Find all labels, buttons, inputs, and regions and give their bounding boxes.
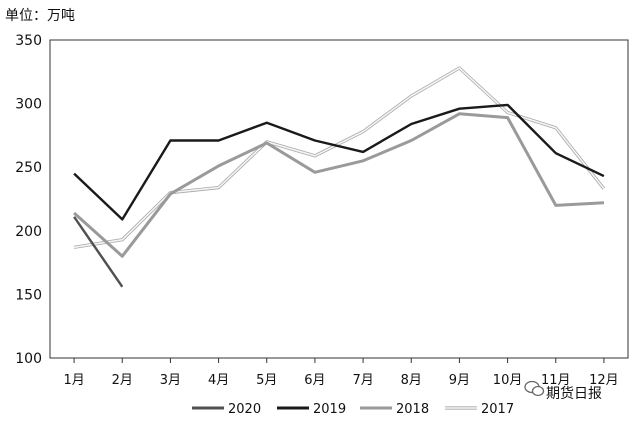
x-tick-label: 1月 bbox=[63, 373, 84, 388]
legend-label: 2017 bbox=[481, 402, 514, 417]
series-lines bbox=[73, 66, 606, 288]
x-tick-label: 8月 bbox=[401, 373, 422, 388]
y-tick-label: 200 bbox=[15, 224, 42, 240]
y-tick-label: 350 bbox=[15, 33, 42, 49]
x-tick-label: 5月 bbox=[256, 373, 277, 388]
series-2019-line bbox=[73, 103, 605, 221]
x-tick-label: 6月 bbox=[304, 373, 325, 388]
watermark: 期货日报 bbox=[524, 380, 602, 402]
x-tick-label: 4月 bbox=[208, 373, 229, 388]
y-tick-label: 300 bbox=[15, 97, 42, 113]
x-tick-label: 9月 bbox=[449, 373, 470, 388]
plot-area bbox=[49, 39, 629, 359]
x-tick-label: 11月 bbox=[541, 373, 571, 388]
x-tick-label: 2月 bbox=[112, 373, 133, 388]
series-2018-line bbox=[73, 112, 604, 258]
x-tick-label: 3月 bbox=[160, 373, 181, 388]
series-2017-line bbox=[73, 67, 605, 249]
legend-label: 2018 bbox=[396, 402, 429, 417]
watermark-text: 期货日报 bbox=[546, 385, 602, 402]
series-2017-line-outline bbox=[73, 66, 606, 249]
x-tick-label: 12月 bbox=[589, 373, 619, 388]
y-axis-ticks: 100 150 200 250 300 350 bbox=[15, 33, 42, 367]
wechat-icon bbox=[524, 380, 545, 397]
x-tick-label: 10月 bbox=[493, 373, 523, 388]
y-tick-label: 150 bbox=[15, 287, 42, 303]
y-tick-label: 250 bbox=[15, 160, 42, 176]
unit-label: 单位：万吨 bbox=[5, 8, 75, 24]
series-2020-line bbox=[73, 216, 124, 288]
y-tick-label: 100 bbox=[15, 351, 42, 367]
legend-label: 2019 bbox=[313, 402, 346, 417]
legend-label: 2020 bbox=[228, 402, 261, 417]
x-axis-ticks: 1月 2月 3月 4月 5月 6月 7月 8月 9月 10月 11月 12月 bbox=[63, 358, 619, 388]
legend: 2020 2019 2018 2017 bbox=[192, 402, 514, 417]
x-tick-label: 7月 bbox=[352, 373, 373, 388]
